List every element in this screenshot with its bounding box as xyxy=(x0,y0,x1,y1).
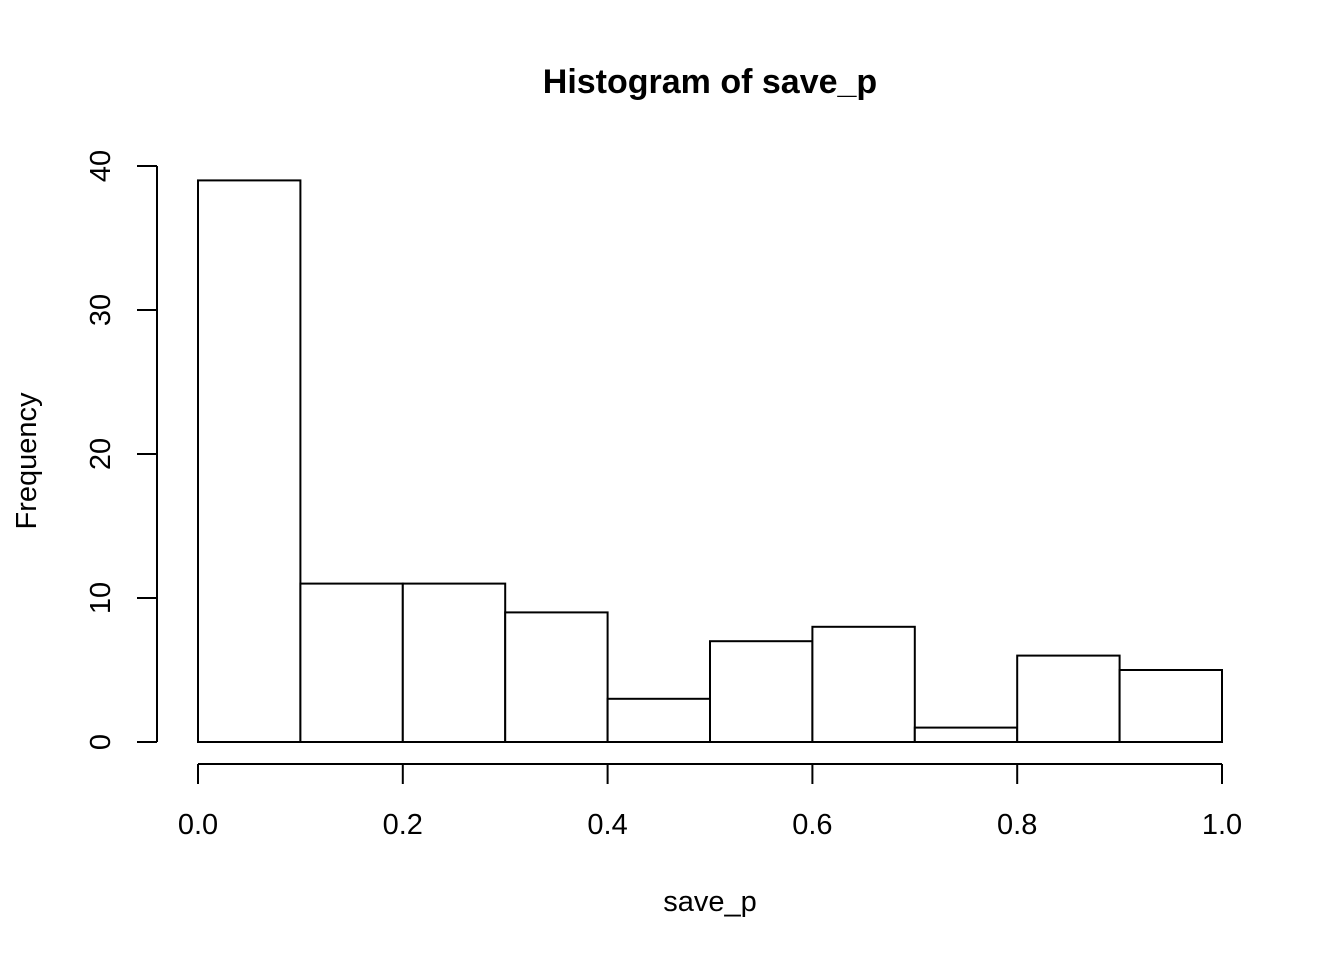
x-tick-label: 0.6 xyxy=(792,809,832,841)
y-axis-label: Frequency xyxy=(11,392,43,530)
histogram-bar-6 xyxy=(811,625,916,743)
histogram-bar-3 xyxy=(504,611,609,744)
y-tick-label: 30 xyxy=(85,294,117,326)
histogram-bar-2 xyxy=(401,582,507,743)
x-axis: 0.0 0.2 0.4 0.6 0.8 1.0 xyxy=(178,763,1242,841)
x-tick-label: 1.0 xyxy=(1202,809,1242,841)
histogram-bar-7 xyxy=(913,726,1019,743)
histogram-bar-4 xyxy=(606,697,711,743)
chart-title: Histogram of save_p xyxy=(543,63,877,101)
histogram-bar-0 xyxy=(197,179,302,743)
x-tick-label: 0.2 xyxy=(383,809,423,841)
histogram-bar-5 xyxy=(709,640,814,744)
histogram-bar-8 xyxy=(1016,654,1121,743)
histogram-bar-1 xyxy=(299,582,404,743)
y-tick-label: 0 xyxy=(85,734,117,750)
y-tick-label: 40 xyxy=(85,150,117,182)
y-tick-label: 20 xyxy=(85,438,117,470)
histogram-bar-9 xyxy=(1118,669,1223,743)
y-tick-label: 10 xyxy=(85,582,117,614)
y-axis: 0 10 20 30 40 xyxy=(85,150,158,750)
x-tick-label: 0.8 xyxy=(997,809,1037,841)
x-tick-label: 0.4 xyxy=(587,809,627,841)
x-axis-label: save_p xyxy=(663,886,757,918)
x-tick-label: 0.0 xyxy=(178,809,218,841)
bars-layer xyxy=(197,179,1223,744)
